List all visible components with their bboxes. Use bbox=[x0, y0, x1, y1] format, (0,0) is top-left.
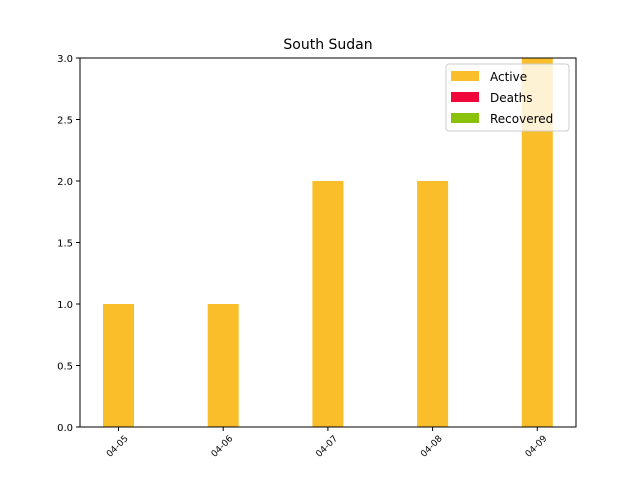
bar-active-04-08 bbox=[417, 181, 449, 427]
x-tick-label: 04-09 bbox=[524, 434, 550, 460]
y-tick-label: 2.5 bbox=[57, 116, 73, 127]
bar-active-04-05 bbox=[103, 304, 134, 427]
y-tick-label: 0.0 bbox=[57, 423, 73, 434]
legend-swatch-deaths bbox=[451, 92, 479, 102]
x-tick-label: 04-07 bbox=[314, 434, 340, 460]
legend-swatch-active bbox=[451, 71, 479, 81]
legend-label-active: Active bbox=[490, 70, 527, 84]
bar-active-04-06 bbox=[207, 304, 239, 427]
y-tick-label: 1.0 bbox=[57, 300, 73, 311]
y-tick-label: 0.5 bbox=[57, 362, 73, 373]
y-tick-label: 3.0 bbox=[57, 54, 73, 65]
bar-active-04-07 bbox=[312, 181, 344, 427]
chart-title: South Sudan bbox=[283, 37, 372, 53]
x-tick-label: 04-05 bbox=[105, 434, 131, 460]
x-tick-label: 04-08 bbox=[419, 434, 445, 460]
y-tick-label: 2.0 bbox=[57, 177, 73, 188]
x-tick-label: 04-06 bbox=[210, 434, 236, 460]
y-tick-label: 1.5 bbox=[57, 239, 73, 250]
legend-label-deaths: Deaths bbox=[490, 91, 533, 105]
legend: Active Deaths Recovered bbox=[445, 63, 570, 132]
legend-label-recovered: Recovered bbox=[490, 112, 553, 126]
legend-swatch-recovered bbox=[451, 113, 479, 123]
